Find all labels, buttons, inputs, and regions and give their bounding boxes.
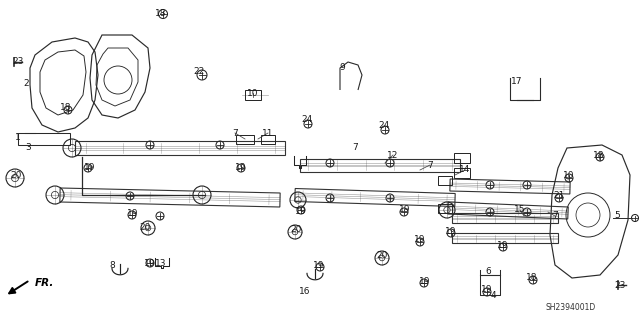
- Text: 7: 7: [232, 129, 238, 137]
- Text: 19: 19: [313, 261, 324, 270]
- Text: 15: 15: [515, 205, 525, 214]
- Text: 19: 19: [127, 209, 139, 218]
- Text: 20: 20: [140, 224, 150, 233]
- Text: 7: 7: [552, 211, 558, 220]
- Text: SH2394001D: SH2394001D: [546, 303, 596, 313]
- Text: 24: 24: [301, 115, 312, 124]
- Bar: [261, 135, 275, 144]
- Text: 18: 18: [593, 151, 605, 160]
- Bar: [236, 135, 254, 144]
- Text: FR.: FR.: [35, 278, 54, 288]
- Text: 18: 18: [60, 103, 72, 113]
- Text: 11: 11: [262, 129, 274, 137]
- Text: 24: 24: [378, 122, 390, 130]
- Text: 19: 19: [399, 205, 411, 214]
- Text: 19: 19: [414, 235, 426, 244]
- Text: 7: 7: [352, 144, 358, 152]
- Text: 19: 19: [84, 164, 96, 173]
- Text: 16: 16: [300, 287, 311, 296]
- Text: 3: 3: [25, 144, 31, 152]
- Text: 12: 12: [387, 151, 399, 160]
- Text: 4: 4: [490, 291, 496, 300]
- Text: 19: 19: [497, 241, 509, 249]
- Text: 2: 2: [23, 79, 29, 88]
- Text: 9: 9: [339, 63, 345, 71]
- Bar: [438, 204, 452, 212]
- Text: 19: 19: [481, 286, 493, 294]
- Text: 1: 1: [15, 133, 21, 143]
- Text: 18: 18: [526, 273, 538, 283]
- Text: 5: 5: [614, 211, 620, 220]
- Text: 10: 10: [247, 88, 259, 98]
- Text: 23: 23: [12, 57, 24, 66]
- Text: 19: 19: [144, 258, 156, 268]
- Bar: [438, 175, 452, 184]
- Text: 14: 14: [460, 166, 470, 174]
- Text: 6: 6: [485, 268, 491, 277]
- Bar: [245, 90, 261, 100]
- Text: 19: 19: [419, 278, 431, 286]
- Text: 19: 19: [236, 164, 247, 173]
- Text: 21: 21: [554, 191, 564, 201]
- Text: 19: 19: [295, 207, 307, 217]
- Bar: [454, 153, 470, 163]
- Bar: [454, 168, 470, 178]
- Text: 20: 20: [376, 250, 388, 259]
- Text: 13: 13: [156, 259, 167, 269]
- Text: 10: 10: [563, 172, 575, 181]
- Bar: [18, 133, 70, 145]
- Text: 23: 23: [614, 281, 626, 291]
- Text: 22: 22: [193, 68, 205, 77]
- Text: 17: 17: [511, 77, 523, 85]
- Text: 7: 7: [427, 160, 433, 169]
- Text: 19: 19: [445, 227, 457, 236]
- Text: 18: 18: [156, 10, 167, 19]
- Text: 8: 8: [109, 262, 115, 271]
- Text: 20: 20: [10, 170, 22, 180]
- Text: 20: 20: [291, 226, 301, 234]
